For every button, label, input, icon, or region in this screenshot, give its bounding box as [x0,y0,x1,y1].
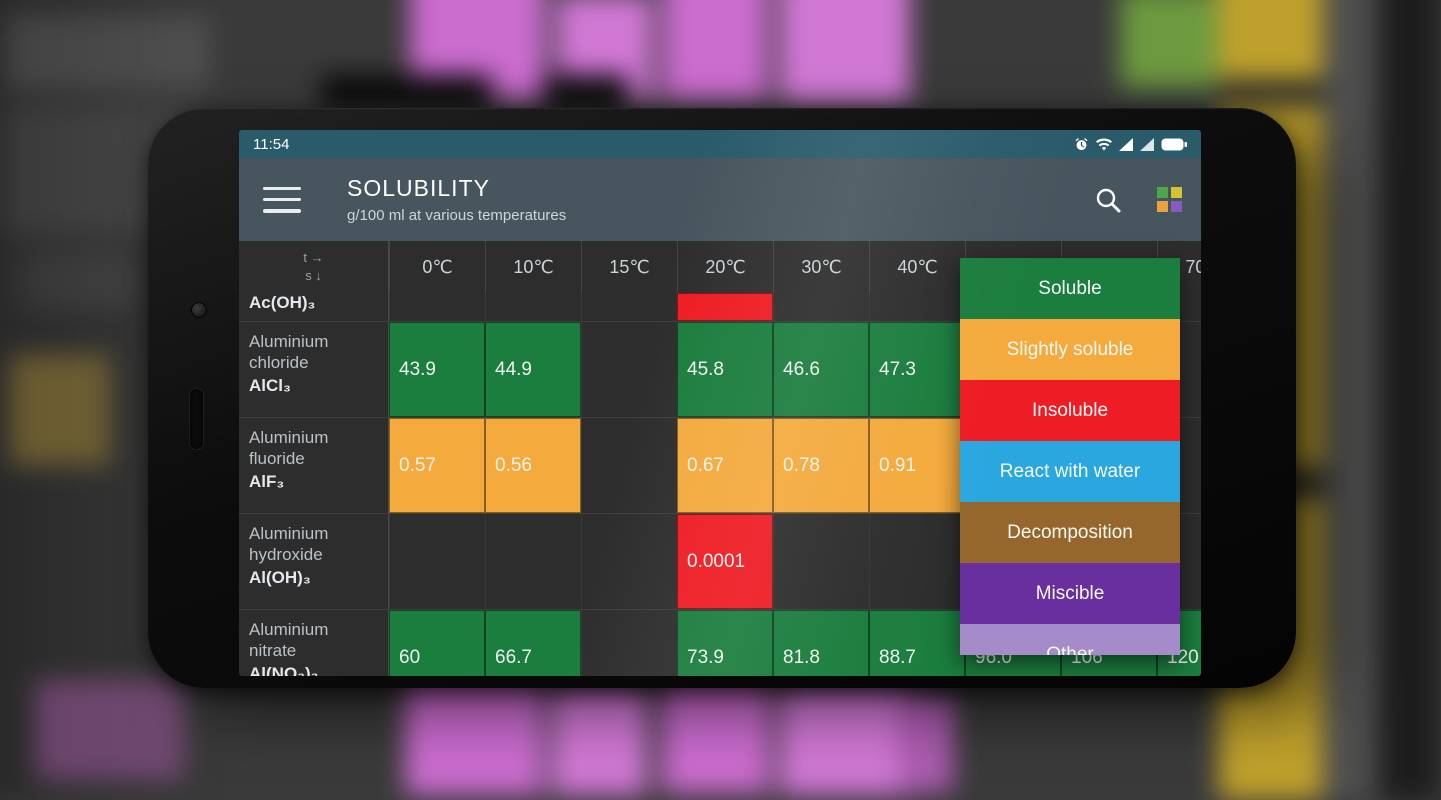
apps-grid-icon[interactable] [1157,186,1183,213]
value-cell[interactable] [389,514,485,609]
value-cell[interactable] [581,610,677,676]
legend-item-decomposition[interactable]: Decomposition [960,502,1180,563]
table-row: Aluminium chloride AlCl₃ 43.9 44.9 45.8 … [239,321,1201,417]
alarm-icon [1075,137,1088,150]
signal-icon [1140,137,1154,151]
legend-popup: Soluble Slightly soluble Insoluble React… [960,258,1180,655]
background-shape [780,680,912,795]
signal-icon [1119,137,1133,151]
value-cell[interactable]: 0.78 [773,418,869,513]
compound-label[interactable]: Aluminium hydroxide Al(OH)₃ [239,514,389,609]
value-cell[interactable]: 60 [389,610,485,676]
appbar-actions [1093,185,1183,215]
legend-item-miscible[interactable]: Miscible [960,563,1180,624]
column-header: 15℃ [581,241,677,293]
compound-label[interactable]: Aluminium chloride AlCl₃ [239,322,389,417]
value-cell[interactable] [773,514,869,609]
background-shape [1120,0,1220,88]
value-cell[interactable] [581,322,677,417]
background-shape [1378,0,1438,800]
background-shape [321,75,492,109]
table-corner-cell: t → s ↓ [239,241,389,293]
value-cell[interactable] [485,514,581,609]
value-cell[interactable]: 0.0001 [677,514,773,609]
value-cell[interactable]: 0.67 [677,418,773,513]
background-shape [780,0,910,102]
column-header: 40℃ [869,241,965,293]
legend-item-slightly-soluble[interactable]: Slightly soluble [960,319,1180,380]
battery-icon [1161,138,1187,150]
apps-grid-square [1171,186,1182,198]
compound-label[interactable]: Ac(OH)₃ [239,293,389,321]
front-camera [191,302,207,318]
solubility-table: t → s ↓ 0℃ 10℃ 15℃ 20℃ 30℃ 40℃ 50℃ 60℃ 7… [239,241,1201,676]
column-header: 20℃ [677,241,773,293]
value-cell[interactable]: 73.9 [677,610,773,676]
status-bar: 11:54 [239,130,1201,158]
background-shape [898,692,953,792]
value-cell[interactable] [581,293,677,321]
value-cell[interactable] [773,293,869,321]
background-shape [20,250,140,310]
value-cell[interactable]: 46.6 [773,322,869,417]
wifi-icon [1096,138,1112,150]
value-cell[interactable] [677,293,773,321]
title-block: SOLUBILITY g/100 ml at various temperatu… [347,175,566,224]
legend-item-insoluble[interactable]: Insoluble [960,380,1180,441]
legend-item-soluble[interactable]: Soluble [960,258,1180,319]
column-header: 10℃ [485,241,581,293]
value-cell[interactable]: 66.7 [485,610,581,676]
apps-grid-square [1171,200,1182,212]
compound-label[interactable]: Aluminium fluoride AlF₃ [239,418,389,513]
speaker-slot [189,388,204,450]
apps-grid-square [1157,200,1168,212]
table-row: Aluminium fluoride AlF₃ 0.57 0.56 0.67 0… [239,417,1201,513]
value-cell[interactable]: 81.8 [773,610,869,676]
value-cell[interactable] [581,418,677,513]
background-shape [552,680,647,795]
value-cell[interactable]: 47.3 [869,322,965,417]
value-cell[interactable]: 45.8 [677,322,773,417]
value-cell[interactable] [485,293,581,321]
phone-frame: 11:54 [148,108,1296,688]
page-title: SOLUBILITY [347,175,490,201]
background-shape [5,15,210,90]
clock-time: 11:54 [253,135,290,153]
background-shape [663,0,768,100]
value-cell[interactable]: 88.7 [869,610,965,676]
value-cell[interactable]: 0.57 [389,418,485,513]
background-shape [543,75,628,109]
value-cell[interactable] [869,293,965,321]
apps-grid-square [1157,186,1168,198]
phone-screen: 11:54 [239,130,1201,676]
background-shape [1218,80,1323,106]
background-shape [35,680,185,780]
search-icon[interactable] [1093,185,1123,215]
app-bar: SOLUBILITY g/100 ml at various temperatu… [239,158,1201,241]
value-cell[interactable] [389,293,485,321]
column-header: 0℃ [389,241,485,293]
value-cell[interactable]: 0.56 [485,418,581,513]
column-header: 30℃ [773,241,869,293]
menu-icon[interactable] [263,186,301,213]
table-row: Ac(OH)₃ [239,293,1201,321]
background-shape [10,355,110,465]
background-shape [1323,0,1383,800]
status-icons [1074,137,1187,152]
compound-label[interactable]: Aluminium nitrate Al(NO₃)₃ [239,610,389,676]
page-subtitle: g/100 ml at various temperatures [347,207,567,224]
background-shape [662,668,770,793]
value-cell[interactable]: 44.9 [485,322,581,417]
value-cell[interactable] [581,514,677,609]
legend-item-react-with-water[interactable]: React with water [960,441,1180,502]
value-cell[interactable] [869,514,965,609]
legend-item-other[interactable]: Other [960,624,1180,655]
value-cell[interactable]: 0.91 [869,418,965,513]
value-cell[interactable]: 43.9 [389,322,485,417]
